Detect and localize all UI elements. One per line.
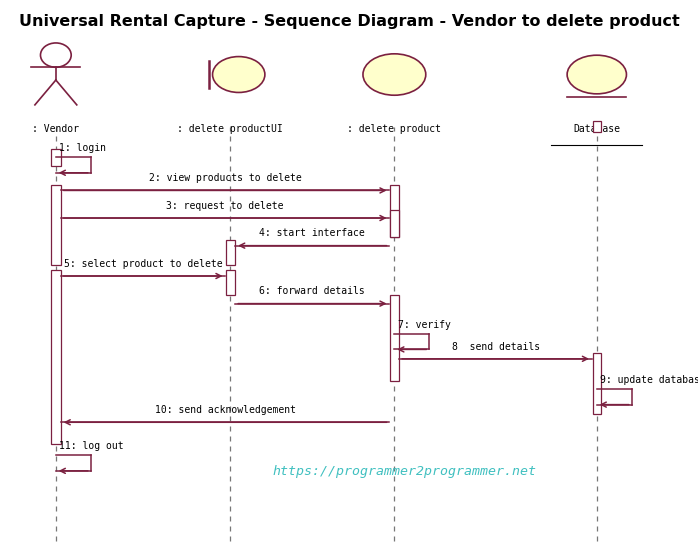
Ellipse shape — [363, 54, 426, 95]
Text: 4: start interface: 4: start interface — [260, 229, 365, 238]
Bar — [51, 149, 61, 166]
Text: 11: log out: 11: log out — [59, 441, 124, 451]
Bar — [226, 240, 235, 265]
Text: : delete product: : delete product — [348, 124, 441, 134]
Text: 9: update database: 9: update database — [600, 375, 698, 385]
Ellipse shape — [212, 56, 265, 92]
Text: 10: send acknowledgement: 10: send acknowledgement — [154, 405, 296, 415]
Text: https://programmer2programmer.net: https://programmer2programmer.net — [273, 465, 537, 479]
Text: : Vendor: : Vendor — [32, 124, 80, 134]
Bar — [593, 353, 601, 414]
Bar — [593, 121, 601, 132]
Text: 6: forward details: 6: forward details — [260, 286, 365, 296]
Bar — [51, 270, 61, 444]
Text: Universal Rental Capture - Sequence Diagram - Vendor to delete product: Universal Rental Capture - Sequence Diag… — [19, 14, 679, 29]
Bar — [51, 185, 61, 265]
Ellipse shape — [567, 55, 626, 94]
Bar — [390, 185, 399, 237]
Text: 5: select product to delete: 5: select product to delete — [64, 259, 223, 269]
Text: 1: login: 1: login — [59, 143, 106, 153]
Bar — [390, 295, 399, 381]
Text: 3: request to delete: 3: request to delete — [166, 201, 284, 211]
Bar — [390, 210, 399, 237]
Text: 2: view products to delete: 2: view products to delete — [149, 173, 302, 183]
Text: 8  send details: 8 send details — [452, 342, 540, 352]
Bar — [226, 270, 235, 295]
Text: : delete productUI: : delete productUI — [177, 124, 283, 134]
Text: 7: verify: 7: verify — [398, 320, 451, 330]
Text: Database: Database — [573, 124, 621, 134]
